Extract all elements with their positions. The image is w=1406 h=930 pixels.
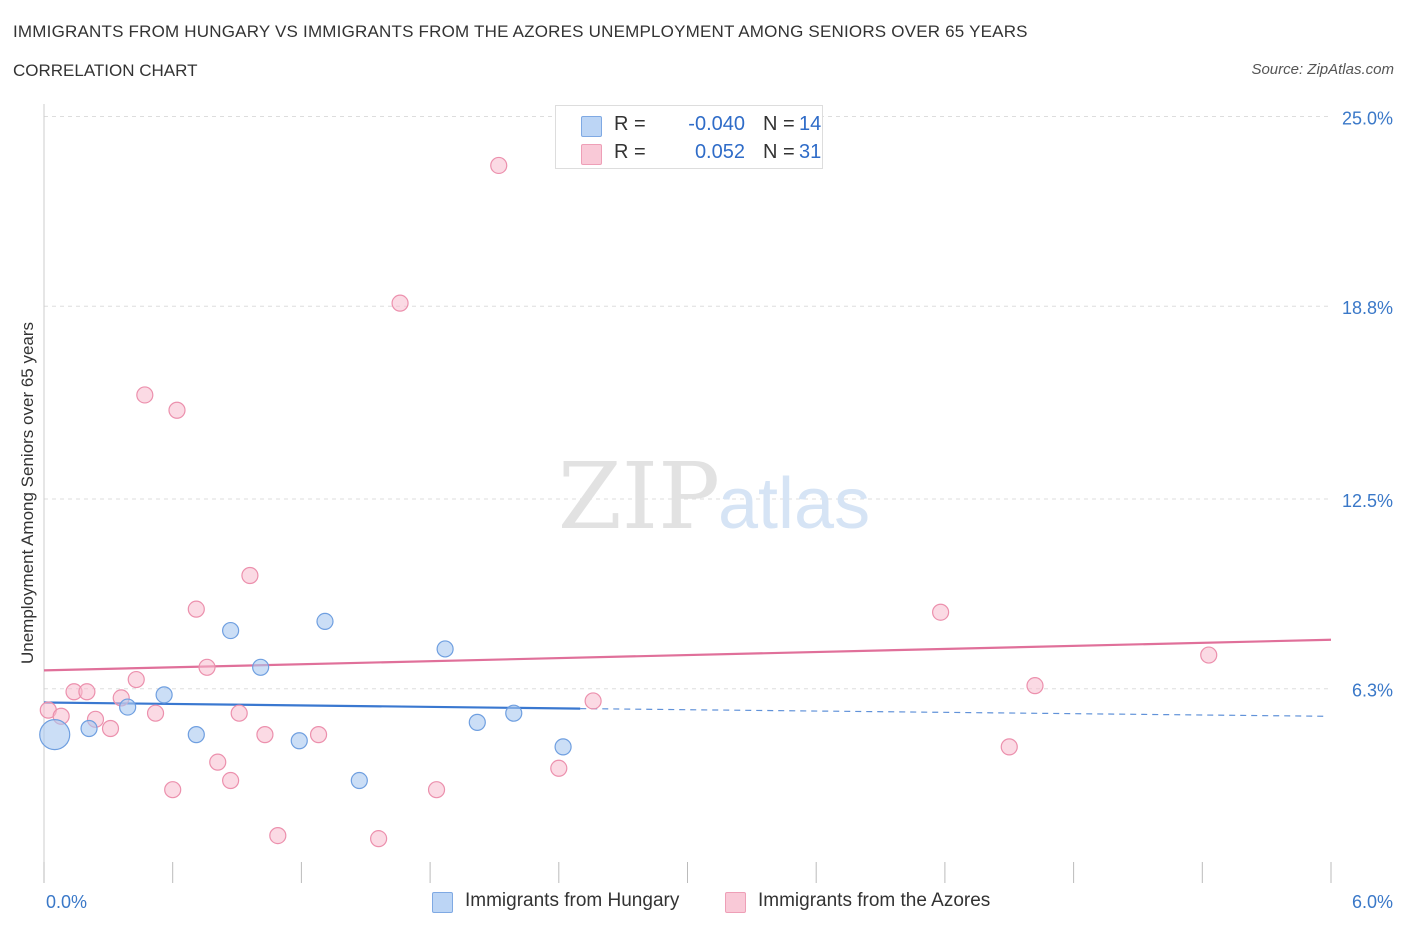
axis-layer (43, 104, 1332, 883)
chart-title: IMMIGRANTS FROM HUNGARY VS IMMIGRANTS FR… (13, 22, 1028, 41)
azores-data-point (168, 401, 186, 419)
azores-data-point (146, 704, 165, 722)
hungary-data-point (187, 726, 205, 744)
legend-n-label: N = (763, 141, 795, 163)
hungary-data-point (222, 621, 240, 640)
hungary-data-point (290, 732, 308, 750)
azores-legend-swatch (725, 892, 746, 913)
azores-data-point (164, 781, 182, 799)
hungary-data-point (316, 612, 334, 631)
azores-data-point (584, 692, 602, 710)
hungary-swatch (581, 116, 602, 137)
y-tick-label: 12.5% (1342, 491, 1393, 511)
azores-data-point (490, 156, 508, 175)
watermark-zip: ZIP (558, 443, 720, 550)
azores-data-point (230, 704, 248, 722)
y-tick-label: 18.8% (1342, 298, 1393, 318)
hungary-data-point (350, 771, 368, 790)
hungary-data-point (505, 704, 523, 722)
watermark-atlas: atlas (718, 464, 870, 544)
azores-data-point (550, 759, 568, 777)
azores-data-point (198, 658, 216, 676)
legend-n-value: 31 (799, 141, 822, 163)
azores-trend-line (43, 638, 1332, 672)
azores-data-point (187, 600, 205, 618)
y-tick-label: 25.0% (1342, 109, 1393, 129)
legend-n-label: N = (763, 113, 795, 135)
legend-label-hungary: Immigrants from Hungary (465, 890, 680, 911)
trend-layer (43, 638, 1332, 717)
grid-layer (44, 116, 1331, 690)
x-tick-label: 0.0% (46, 892, 87, 912)
hungary-data-point (119, 698, 137, 716)
legend-r-value: -0.040 (688, 113, 745, 135)
hungary-data-point (39, 719, 71, 751)
hungary-data-point (80, 719, 98, 738)
hungary-data-point (252, 658, 270, 676)
legend-r-label: R = (614, 141, 646, 163)
azores-data-point (256, 726, 274, 744)
azores-data-point (370, 830, 388, 848)
hungary-trend-extension (580, 708, 1327, 717)
tick-label-layer: 6.3% 12.5% 18.8% 25.0% 0.0% 6.0% (46, 109, 1393, 913)
azores-data-point (136, 386, 154, 404)
azores-data-point (932, 603, 950, 621)
azores-data-point (1200, 646, 1218, 664)
azores-data-point (1026, 677, 1044, 695)
y-tick-label: 6.3% (1352, 681, 1393, 701)
hungary-legend-swatch (432, 892, 453, 913)
azores-swatch (581, 144, 602, 165)
hungary-data-point (468, 713, 486, 731)
azores-data-point (391, 294, 409, 312)
azores-data-point (269, 826, 287, 845)
chart-subtitle: CORRELATION CHART (13, 61, 198, 80)
correlation-legend: R = -0.040 N = 14 R = 0.052 N = 31 (555, 105, 823, 169)
hungary-data-point (436, 640, 454, 658)
legend-r-value: 0.052 (694, 141, 745, 163)
azores-data-point (78, 683, 96, 701)
legend-r-label: R = (614, 113, 646, 135)
source-credit: Source: ZipAtlas.com (1251, 61, 1394, 78)
point-layer (39, 156, 1218, 848)
azores-data-point (127, 670, 145, 689)
hungary-data-point (155, 686, 173, 704)
hungary-data-point (554, 738, 572, 756)
azores-data-point (309, 726, 328, 744)
azores-data-point (427, 781, 446, 799)
azores-data-point (1000, 738, 1018, 756)
legend-n-value: 14 (799, 113, 822, 135)
legend-label-azores: Immigrants from the Azores (758, 890, 991, 911)
azores-data-point (241, 566, 259, 585)
azores-data-point (101, 719, 120, 738)
azores-data-point (222, 771, 240, 790)
azores-data-point (209, 753, 227, 771)
x-tick-label: 6.0% (1352, 892, 1393, 912)
